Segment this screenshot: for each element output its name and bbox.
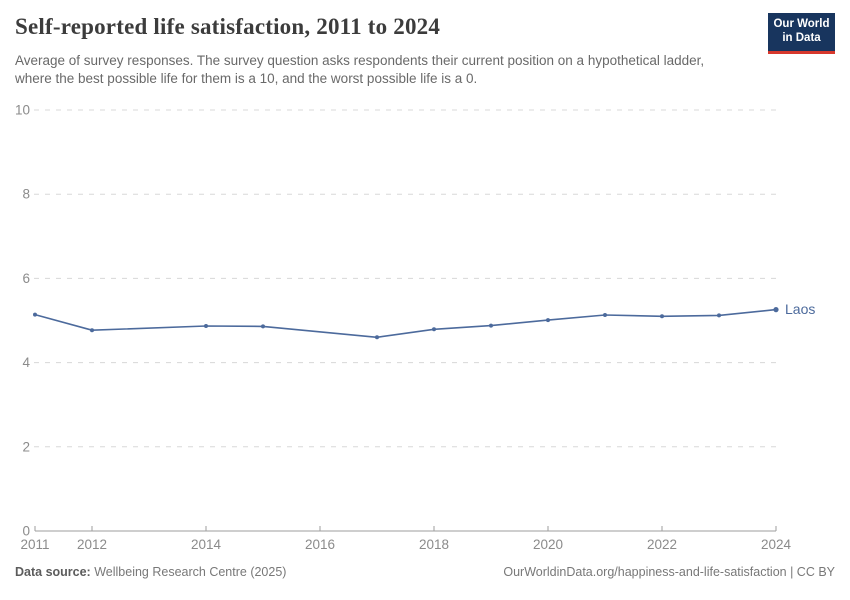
data-point-laos-2018[interactable] [432, 327, 436, 332]
line-chart: 0 2 4 6 8 10 2011 2012 2014 2016 2018 2020 2022 2024 L… [15, 103, 815, 553]
data-point-laos-2015[interactable] [261, 324, 265, 329]
x-tick-label-2014: 2014 [191, 537, 222, 552]
data-point-laos-2019[interactable] [489, 323, 493, 328]
y-tick-label-2: 2 [22, 439, 30, 454]
data-point-laos-2011[interactable] [33, 312, 37, 317]
data-source-label: Data source: [15, 565, 91, 579]
page-title: Self-reported life satisfaction, 2011 to… [15, 14, 441, 39]
data-point-laos-2012[interactable] [90, 328, 94, 333]
x-tick-label-2016: 2016 [305, 537, 335, 552]
series-end-label-laos[interactable]: Laos [785, 301, 815, 317]
source-url[interactable]: OurWorldinData.org/happiness-and-life-sa… [503, 565, 835, 579]
data-point-laos-2022[interactable] [660, 314, 664, 319]
series-line-laos[interactable] [34, 308, 777, 339]
owid-logo-line1: Our World [773, 18, 830, 30]
data-point-laos-2014[interactable] [204, 324, 208, 328]
data-point-laos-2017[interactable] [375, 335, 379, 340]
chart-subtitle: Average of survey responses. The survey … [15, 53, 705, 87]
y-tick-label-0: 0 [22, 524, 30, 539]
data-point-laos-2020[interactable] [546, 318, 550, 323]
x-tick-label-2018: 2018 [419, 537, 449, 552]
data-source: Data source: Wellbeing Research Centre (… [15, 565, 286, 579]
y-tick-label-6: 6 [22, 271, 30, 286]
owid-logo-line2: in Data [782, 31, 821, 44]
x-tick-label-2024: 2024 [761, 537, 792, 552]
x-tick-label-2011: 2011 [20, 537, 49, 552]
x-tick-label-2022: 2022 [647, 537, 677, 552]
owid-logo[interactable]: Our World in Data [768, 13, 835, 54]
chart-footer: Data source: Wellbeing Research Centre (… [15, 565, 835, 579]
y-tick-label-8: 8 [22, 187, 30, 202]
data-point-laos-2023[interactable] [717, 313, 721, 318]
y-tick-label-10: 10 [15, 103, 30, 118]
data-point-laos-2021[interactable] [603, 313, 607, 317]
data-point-laos-2024[interactable] [773, 307, 779, 313]
y-tick-label-4: 4 [22, 355, 30, 370]
data-source-value: Wellbeing Research Centre (2025) [94, 565, 287, 579]
x-tick-label-2020: 2020 [533, 537, 563, 552]
x-tick-label-2012: 2012 [77, 537, 107, 552]
